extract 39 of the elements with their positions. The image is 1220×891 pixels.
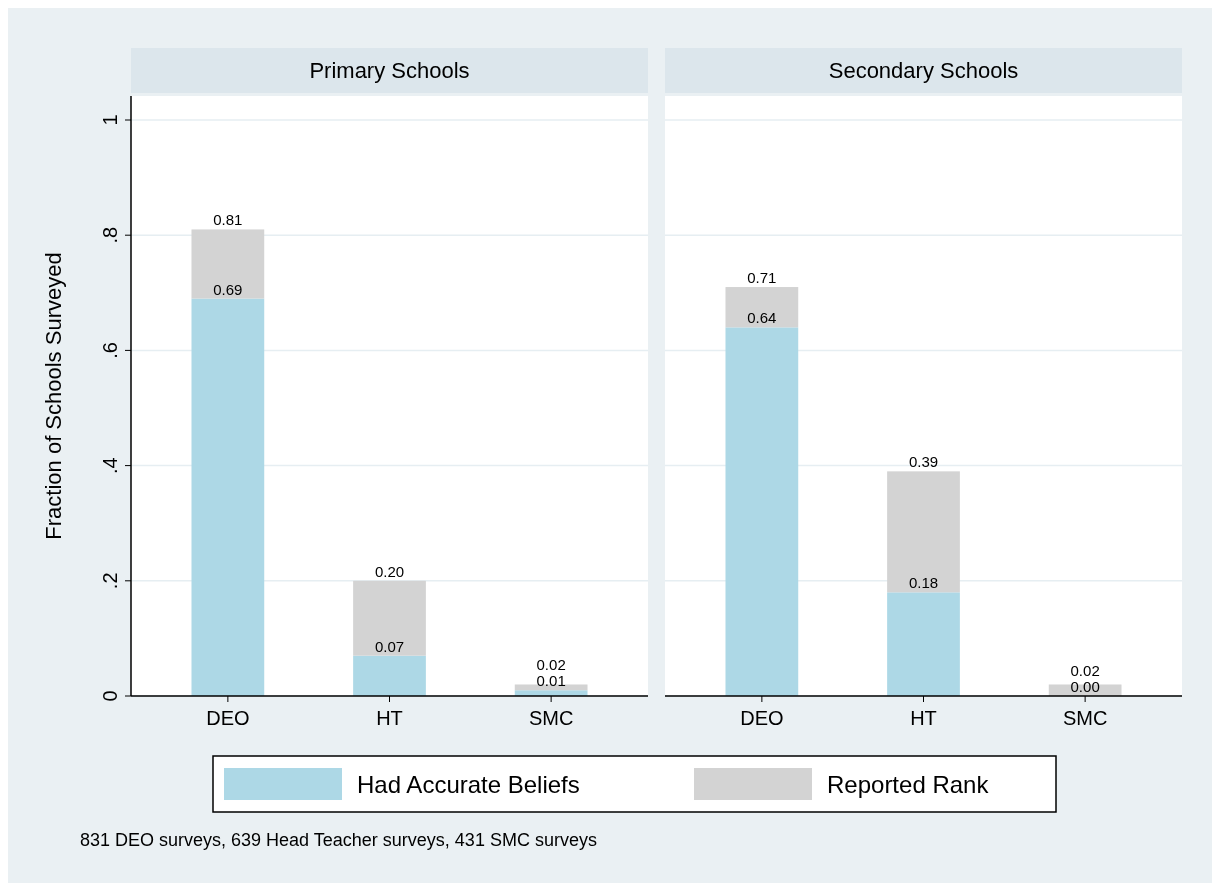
total-label: 0.02 <box>536 656 566 674</box>
total-label: 0.71 <box>747 269 777 287</box>
total-label: 0.81 <box>213 211 243 229</box>
y-tick-label: .4 <box>99 457 121 474</box>
x-tick-label: HT <box>376 707 403 729</box>
data-label: 0.00 <box>1070 678 1100 695</box>
bar <box>191 298 265 696</box>
data-label: 0.18 <box>908 574 939 592</box>
x-tick-label: HT <box>910 707 937 729</box>
bar <box>514 684 588 691</box>
bar <box>887 592 960 696</box>
text: 831 DEO surveys, 639 Head Teacher surveys, 431 SMC surveys <box>80 830 597 850</box>
x-tick-label: DEO <box>206 707 250 729</box>
data-label: 0.01 <box>536 672 566 690</box>
total-label: 0.20 <box>374 562 405 580</box>
data-label: 0.64 <box>747 309 777 327</box>
y-tick-label: 1 <box>99 114 121 126</box>
chart-title: Primary Schools <box>309 58 470 83</box>
chart-title: Secondary Schools <box>828 58 1019 83</box>
bar <box>353 655 426 696</box>
x-tick-label: SMC <box>1062 707 1108 729</box>
x-tick-label: SMC <box>528 707 574 729</box>
bar <box>353 580 426 656</box>
bar <box>191 229 265 299</box>
total-label: 0.02 <box>1070 662 1100 679</box>
data-label: 0.69 <box>213 280 243 298</box>
data-label: 0.07 <box>374 637 405 655</box>
legend-label: Reported Rank <box>827 771 990 798</box>
bar <box>725 327 799 696</box>
total-label: 0.39 <box>908 453 939 471</box>
y-tick-label: 0 <box>99 690 121 702</box>
bar <box>725 287 799 328</box>
legend-label: Had Accurate Beliefs <box>357 771 580 798</box>
x-tick-label: DEO <box>740 707 784 729</box>
y-tick-label: .2 <box>99 572 121 590</box>
y-tick-label: .8 <box>99 226 121 244</box>
y-axis-title: Fraction of Schools Surveyed <box>41 252 66 540</box>
bar <box>887 471 960 593</box>
y-tick-label: .6 <box>99 342 121 359</box>
